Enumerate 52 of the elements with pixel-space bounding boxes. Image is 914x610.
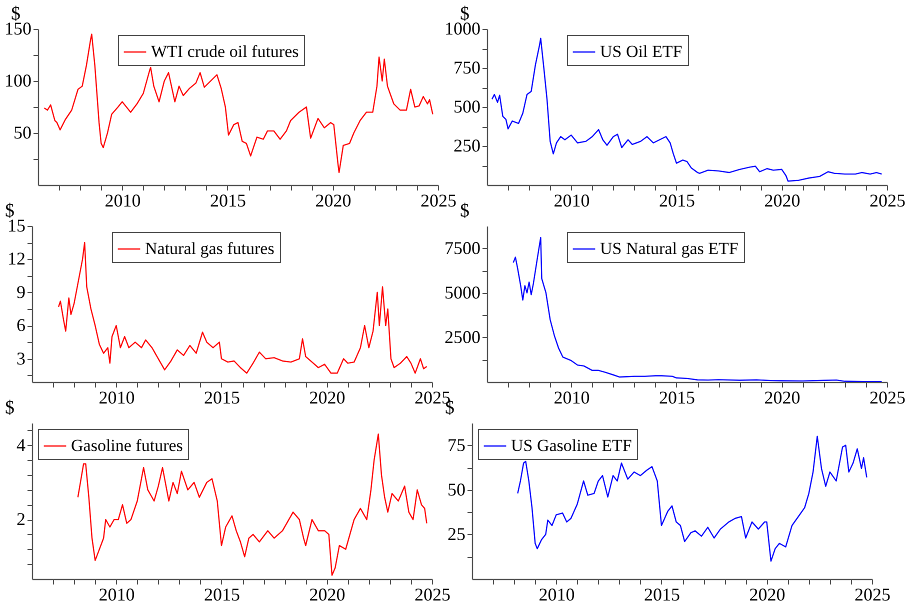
x-tick-label: 2020 (749, 584, 786, 604)
legend-label: Natural gas futures (145, 239, 274, 258)
y-tick-label: 100 (4, 70, 32, 90)
x-tick-label: 2025 (854, 584, 890, 604)
x-tick-label: 2010 (98, 584, 135, 604)
y-tick-label: 2 (16, 509, 26, 530)
y-tick-label: 250 (454, 136, 480, 156)
x-tick-label: 2020 (315, 190, 352, 210)
line-series (491, 38, 882, 182)
x-tick-label: 2015 (658, 388, 695, 408)
legend-label: US Natural gas ETF (600, 239, 738, 258)
x-tick-label: 2010 (538, 584, 575, 604)
y-tick-label: 9 (16, 282, 26, 302)
y-tick-label: 12 (8, 248, 26, 269)
line-series (58, 242, 428, 374)
x-tick-label: 2015 (658, 190, 695, 210)
y-tick-label: 50 (14, 122, 32, 142)
y-axis-title: $ (5, 398, 14, 418)
line-series (512, 236, 882, 382)
legend-label: WTI crude oil futures (151, 42, 299, 61)
x-tick-label: 2020 (309, 584, 346, 604)
y-tick-label: 5000 (444, 282, 480, 302)
x-tick-label: 2020 (764, 190, 800, 210)
x-tick-label: 2020 (764, 388, 800, 408)
y-tick-label: 4 (16, 434, 26, 455)
x-tick-label: 2010 (104, 190, 141, 210)
x-tick-label: 2010 (98, 388, 135, 408)
y-tick-label: 7500 (444, 238, 480, 258)
x-tick-label: 2015 (204, 388, 240, 408)
x-tick-label: 2015 (644, 584, 680, 604)
x-tick-label: 2025 (870, 190, 906, 210)
legend-label: Gasoline futures (71, 436, 183, 455)
x-tick-label: 2010 (554, 388, 590, 408)
x-tick-label: 2020 (309, 388, 346, 408)
y-tick-label: 75 (448, 434, 466, 455)
y-axis-title: $ (460, 200, 470, 222)
y-tick-label: 25 (448, 524, 466, 544)
line-series (44, 34, 434, 174)
y-tick-label: 500 (454, 96, 480, 116)
legend-label: US Oil ETF (600, 42, 682, 61)
x-tick-label: 2025 (420, 190, 456, 210)
legend-label: US Gasoline ETF (511, 436, 632, 455)
y-tick-label: 2500 (444, 326, 480, 347)
x-tick-label: 2010 (554, 190, 590, 210)
x-tick-label: 2025 (414, 584, 450, 604)
y-tick-label: 50 (448, 479, 466, 500)
x-tick-label: 2015 (204, 584, 240, 604)
y-tick-label: 3 (16, 348, 26, 368)
x-tick-label: 2015 (210, 190, 246, 210)
x-tick-label: 2025 (870, 388, 906, 408)
y-tick-label: 6 (16, 315, 26, 336)
y-tick-label: 750 (454, 58, 480, 78)
